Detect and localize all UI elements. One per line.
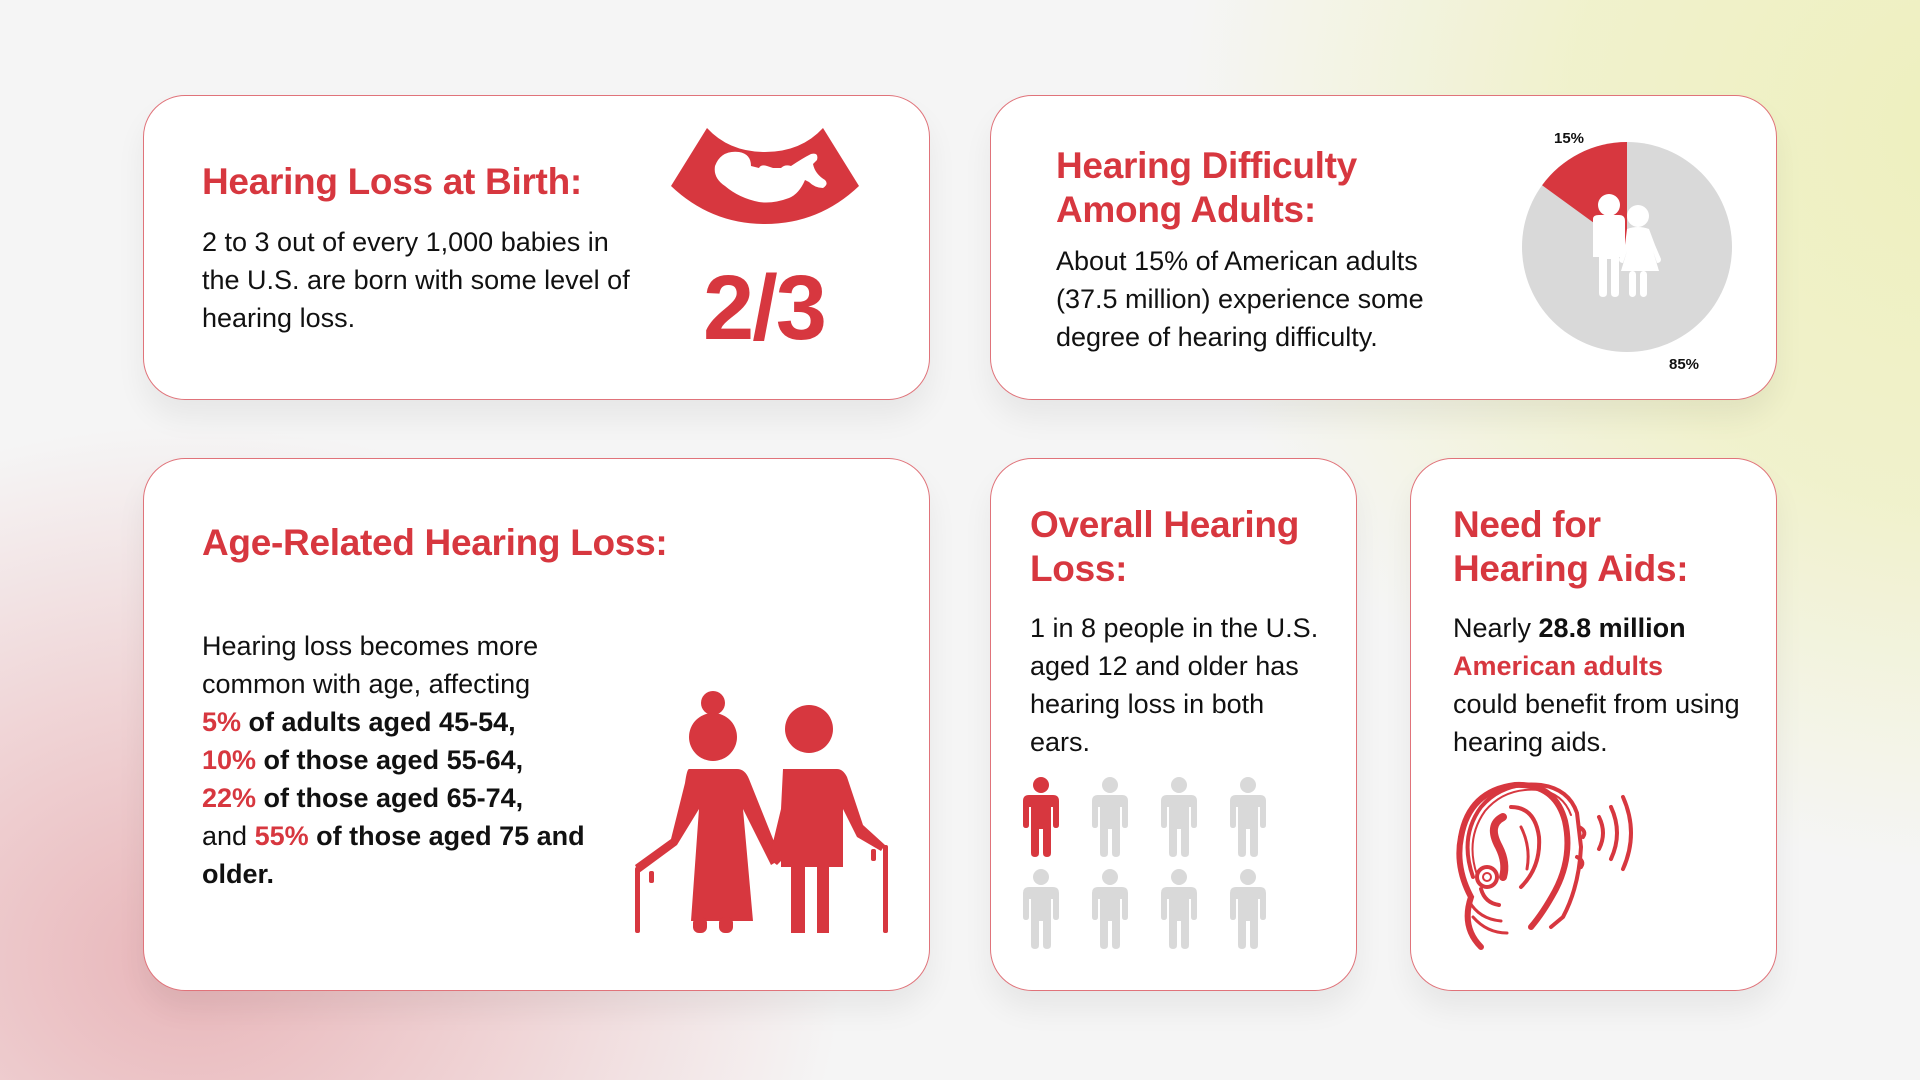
stat-pct: 22% [202, 783, 257, 813]
intro-text: Hearing loss becomes more common with ag… [202, 631, 539, 699]
card-age-related-hearing-loss: Age-Related Hearing Loss: Hearing loss b… [143, 458, 930, 991]
person-icon [1230, 777, 1266, 857]
body-red-highlight: American adults [1453, 651, 1664, 681]
ultrasound-baby-icon [671, 128, 859, 224]
card-overall-hearing-loss: Overall Hearing Loss: 1 in 8 people in t… [990, 458, 1357, 991]
adult-couple-icon [1593, 194, 1661, 297]
card-body: 1 in 8 people in the U.S. aged 12 and ol… [1030, 613, 1319, 757]
elderly-couple-icon [635, 691, 888, 933]
card-body: Nearly 28.8 million American adults coul… [1453, 609, 1753, 761]
stat-prefix: and [202, 821, 255, 851]
card-title: Hearing Loss at Birth: [202, 161, 582, 202]
body-bold-stat: 28.8 million [1538, 613, 1686, 643]
body-prefix: Nearly [1453, 613, 1539, 643]
stat-text: of those aged 65-74, [256, 783, 524, 813]
pie-chart [1522, 142, 1732, 352]
person-icon [1161, 777, 1197, 857]
person-icon-highlighted [1023, 777, 1059, 857]
card-title: Age-Related Hearing Loss: [202, 522, 668, 563]
stat-text: of those aged 55-64, [256, 745, 524, 775]
people-grid [1021, 777, 1301, 949]
card-title: Hearing Difficulty Among Adults: [1056, 145, 1357, 230]
stat-fraction: 2/3 [703, 257, 827, 359]
person-icon [1230, 869, 1266, 949]
body-suffix: could benefit from using hearing aids. [1453, 689, 1740, 757]
card-body: Hearing loss becomes more common with ag… [202, 627, 602, 893]
card-body: About 15% of American adults (37.5 milli… [1056, 246, 1424, 352]
stat-text: of those aged 75 and older. [202, 821, 585, 889]
card-hearing-difficulty-adults: Hearing Difficulty Among Adults: About 1… [990, 95, 1777, 400]
pie-label-85: 85% [1669, 356, 1700, 373]
stat-text: of adults aged 45-54, [241, 707, 516, 737]
hearing-aid-ear-icon [1456, 781, 1633, 950]
card-body: 2 to 3 out of every 1,000 babies in the … [202, 227, 630, 333]
stat-pct: 10% [202, 745, 257, 775]
pie-label-15: 15% [1554, 130, 1585, 147]
person-icon [1092, 869, 1128, 949]
card-hearing-loss-at-birth: Hearing Loss at Birth: 2 to 3 out of eve… [143, 95, 930, 400]
person-icon [1161, 869, 1197, 949]
card-title: Need for Hearing Aids: [1453, 504, 1689, 589]
stat-pct: 5% [202, 707, 242, 737]
person-icon [1023, 869, 1059, 949]
person-icon [1092, 777, 1128, 857]
card-title: Overall Hearing Loss: [1030, 504, 1300, 589]
stat-pct: 55% [254, 821, 309, 851]
card-need-for-hearing-aids: Need for Hearing Aids: Nearly 28.8 milli… [1410, 458, 1777, 991]
